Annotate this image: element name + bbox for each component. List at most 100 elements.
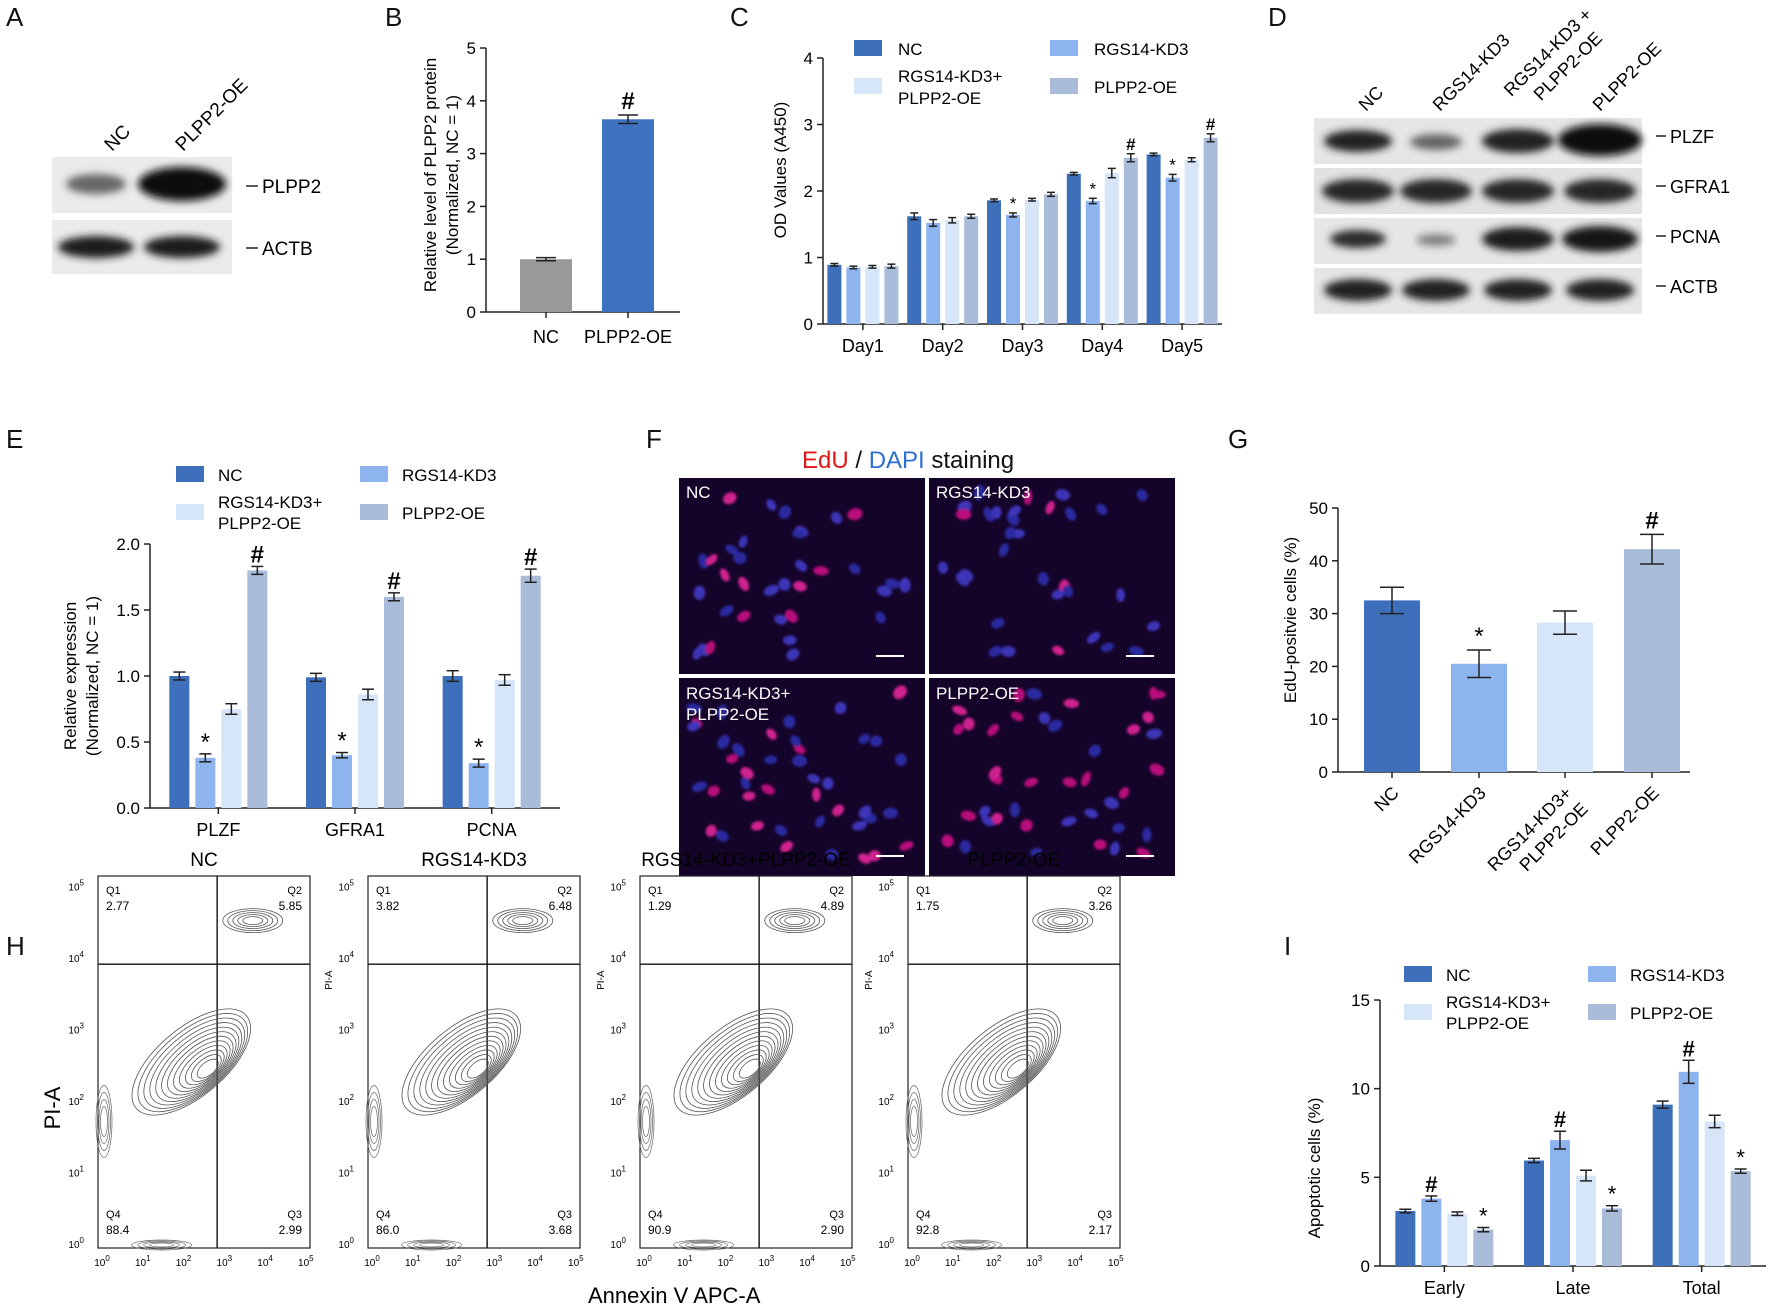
contour-line — [497, 910, 549, 932]
panel-h-flow-cytometry: Annexin V APC-A PI-A NC Q1 2.77 Q2 5.85 Q4 88.… — [40, 850, 1124, 1308]
x-tick-label: 102 — [176, 1254, 192, 1269]
quadrant-value-q2: 5.85 — [279, 899, 303, 913]
bar — [1184, 159, 1199, 324]
contour-line — [640, 1099, 652, 1144]
nucleus — [1020, 819, 1033, 832]
chart-c-ylabel: OD Values (A450) — [771, 102, 790, 239]
nucleus — [937, 561, 949, 574]
nucleus — [774, 824, 788, 836]
y-tick-label: 1.5 — [116, 601, 140, 620]
y-tick-label: 101 — [338, 1164, 354, 1179]
contour-line — [137, 1013, 249, 1113]
flow-title: PLPP2-OE — [968, 850, 1061, 871]
x-tick-exponent: 5 — [309, 1254, 314, 1263]
contour-line — [959, 1022, 1053, 1106]
significance-hash: # — [387, 568, 400, 595]
contour-line — [779, 914, 811, 928]
contour-line — [407, 1013, 519, 1113]
blot-d-label-plzf: PLZF — [1670, 127, 1714, 147]
legend-i-rescue-2: PLPP2-OE — [1446, 1014, 1529, 1033]
contour-line — [454, 1049, 495, 1086]
quadrant-label: Q4 — [916, 1209, 931, 1221]
y-tick-label: 103 — [878, 1021, 894, 1036]
nucleus — [1146, 728, 1162, 739]
bar — [1537, 622, 1593, 772]
y-tick-label: 102 — [610, 1093, 626, 1108]
legend-e-swatch-rescue — [176, 504, 204, 520]
nucleus — [780, 840, 793, 853]
y-tick-exponent: 1 — [622, 1164, 627, 1173]
nucleus — [698, 553, 709, 570]
y-tick-exponent: 4 — [622, 950, 627, 959]
bar — [926, 222, 941, 324]
bar — [964, 216, 979, 324]
flow-frame — [97, 875, 311, 1249]
y-tick-exponent: 2 — [80, 1093, 85, 1102]
panel-d-western-blot: NC RGS14-KD3 RGS14-KD3 +PLPP2-OE PLPP2-O… — [1314, 4, 1730, 314]
nucleus — [973, 484, 986, 501]
blot-d-band — [1324, 279, 1392, 301]
y-tick-label: 0 — [1361, 1257, 1370, 1276]
contour-line — [492, 908, 554, 934]
bar — [520, 575, 541, 808]
nucleus — [1104, 797, 1119, 809]
contour-line — [502, 912, 544, 930]
nucleus — [1116, 588, 1125, 603]
significance-hash: # — [1206, 115, 1216, 134]
nucleus — [719, 568, 730, 582]
nucleus — [1109, 841, 1120, 856]
chart-i-ylabel: Apoptotic cells (%) — [1305, 1098, 1324, 1239]
nucleus — [793, 744, 806, 754]
x-tick-label: PCNA — [467, 820, 517, 840]
contour-line — [947, 1240, 996, 1250]
contour-line — [179, 1045, 228, 1089]
y-tick-exponent: 4 — [890, 950, 895, 959]
flow-ylabel-small: PI-A — [864, 970, 875, 990]
contour-line — [971, 1031, 1047, 1099]
contour-line — [726, 1049, 767, 1086]
nucleus — [1096, 503, 1108, 515]
significance-star: * — [337, 728, 346, 755]
quadrant-label: Q1 — [916, 885, 931, 897]
contour-line — [137, 1240, 186, 1250]
quadrant-label: Q1 — [648, 885, 663, 897]
nucleus — [875, 611, 886, 624]
nucleus — [877, 585, 893, 597]
contour-line — [679, 1240, 728, 1250]
contour-line — [1037, 910, 1089, 932]
x-tick-label: 105 — [840, 1254, 856, 1269]
contour-line — [685, 1017, 788, 1109]
contour-line — [1000, 1054, 1032, 1082]
contour-line — [161, 1031, 237, 1099]
contour-line — [941, 1239, 1002, 1251]
x-tick-label: Day3 — [1001, 336, 1043, 356]
y-tick-exponent: 1 — [80, 1164, 85, 1173]
legend-e-nc: NC — [218, 466, 243, 485]
x-tick-exponent: 5 — [851, 1254, 856, 1263]
nucleus — [785, 609, 798, 623]
contour-line — [1047, 914, 1079, 928]
bar — [384, 596, 404, 808]
y-tick-exponent: 3 — [622, 1021, 627, 1030]
bar — [1704, 1121, 1725, 1266]
chart-e-ylabel-line1: Relative expression — [61, 602, 80, 750]
x-tick-exponent: 2 — [997, 1254, 1002, 1263]
nucleus — [1142, 827, 1152, 843]
y-tick-label: 0 — [467, 303, 476, 322]
nucleus — [717, 704, 728, 720]
y-tick-label: 105 — [68, 878, 84, 893]
x-tick-exponent: 1 — [688, 1254, 693, 1263]
x-tick-label: Day2 — [922, 336, 964, 356]
significance-hash: # — [1126, 135, 1136, 154]
contour-line — [907, 1092, 921, 1151]
x-tick-label: 105 — [298, 1254, 314, 1269]
nucleus — [1055, 489, 1071, 501]
contour-line — [401, 1008, 522, 1116]
contour-line — [1042, 912, 1084, 930]
nucleus — [834, 701, 847, 715]
flow-xlabel: Annexin V APC-A — [588, 1283, 761, 1308]
bar — [1624, 549, 1680, 772]
y-tick-exponent: 0 — [350, 1236, 355, 1245]
y-tick-exponent: 1 — [890, 1164, 895, 1173]
legend-c-rescue-2: PLPP2-OE — [898, 89, 981, 108]
